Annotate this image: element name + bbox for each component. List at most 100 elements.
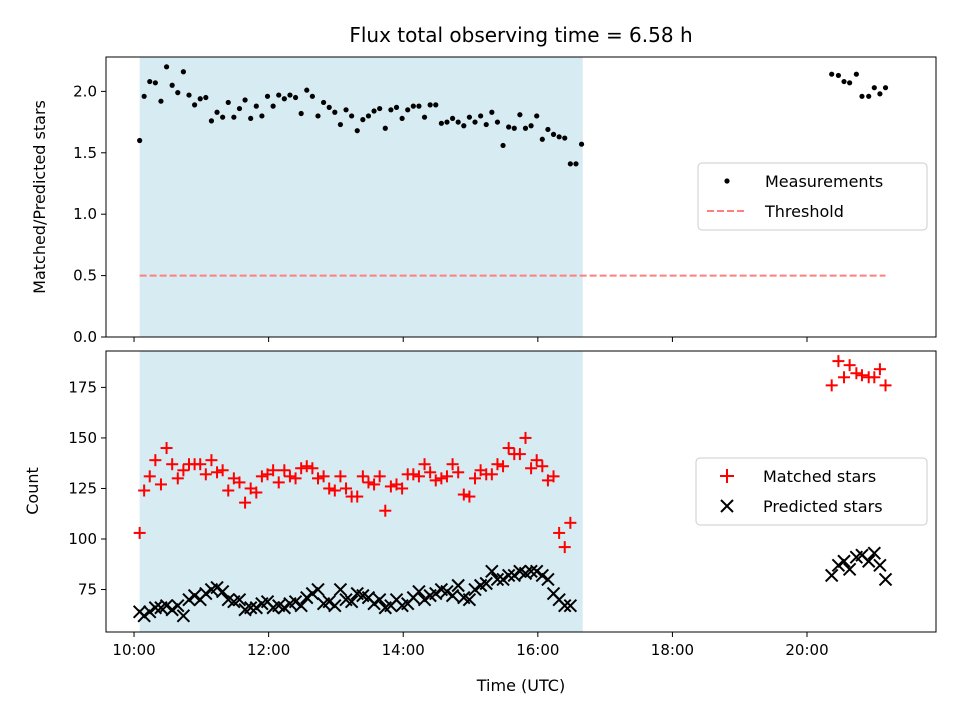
data-point <box>163 64 170 70</box>
data-point <box>435 472 448 485</box>
y-tick-label: 100 <box>68 530 97 548</box>
data-point <box>506 124 512 130</box>
data-point <box>525 462 538 475</box>
bottom-panel-frame <box>105 350 937 633</box>
y-tick-label: 150 <box>68 429 97 447</box>
data-point <box>368 478 381 491</box>
data-point <box>496 572 510 587</box>
data-point <box>309 93 315 99</box>
data-point <box>148 601 163 615</box>
data-point <box>305 586 320 601</box>
legend-predicted-marker <box>720 499 734 513</box>
data-point <box>832 355 845 368</box>
data-point <box>535 568 550 583</box>
data-point <box>277 601 292 615</box>
data-point <box>567 161 573 167</box>
top-plot-area <box>137 57 889 337</box>
data-point <box>396 482 409 495</box>
data-point <box>154 478 167 491</box>
chart-title: Flux total observing time = 6.58 h <box>349 23 692 47</box>
data-point <box>867 546 882 560</box>
data-point <box>563 599 578 613</box>
data-point <box>841 78 847 85</box>
data-point <box>501 568 516 583</box>
data-point <box>248 115 254 122</box>
data-point <box>323 482 336 495</box>
y-tick-label: 0.0 <box>73 328 97 346</box>
data-point <box>311 472 324 485</box>
data-point <box>243 601 258 615</box>
data-point <box>306 462 319 475</box>
data-point <box>578 141 585 147</box>
data-point <box>573 161 579 167</box>
data-point <box>866 93 872 99</box>
data-point <box>449 115 456 122</box>
top-panel-frame <box>105 56 937 338</box>
data-point <box>199 468 212 481</box>
y-tick-label: 1.5 <box>73 144 97 162</box>
data-point <box>311 582 325 597</box>
legend-predicted-label: Predicted stars <box>763 497 883 516</box>
data-point <box>421 114 428 120</box>
top-ylabel: Matched/Predicted stars <box>30 100 49 294</box>
data-point <box>180 69 186 75</box>
data-point <box>249 601 264 615</box>
data-point <box>479 576 493 591</box>
data-point <box>873 363 886 376</box>
data-point <box>539 136 545 142</box>
data-point <box>494 119 501 125</box>
data-point <box>417 592 432 607</box>
data-point <box>861 554 876 568</box>
data-point <box>388 107 394 113</box>
legend-measurements-marker <box>724 178 730 184</box>
data-point <box>232 592 247 607</box>
data-point <box>393 104 400 110</box>
data-point <box>203 94 209 101</box>
data-point <box>461 123 467 129</box>
data-point <box>534 113 540 119</box>
data-point <box>384 480 397 493</box>
data-point <box>372 592 387 607</box>
x-tick-label: 10:00 <box>112 641 155 659</box>
data-point <box>429 474 442 487</box>
data-point <box>270 103 276 109</box>
data-point <box>457 488 470 501</box>
data-point <box>553 526 566 539</box>
data-point <box>562 135 568 141</box>
data-point <box>444 119 450 125</box>
legend-matched-marker <box>720 469 734 483</box>
data-point <box>855 369 868 382</box>
series-measurements <box>137 64 889 167</box>
data-point <box>362 476 375 489</box>
data-point <box>382 125 388 131</box>
data-point <box>502 442 515 455</box>
data-point <box>177 464 190 477</box>
data-point <box>332 109 338 115</box>
data-point <box>344 594 359 609</box>
data-point <box>143 605 157 619</box>
data-point <box>175 90 181 96</box>
data-point <box>873 558 887 572</box>
data-point <box>868 371 881 384</box>
data-point <box>210 580 224 595</box>
data-point <box>222 484 235 497</box>
data-point <box>315 113 321 119</box>
data-point <box>166 458 179 471</box>
data-point <box>485 468 498 481</box>
data-point <box>187 588 202 603</box>
y-tick-label: 125 <box>68 479 97 497</box>
data-point <box>298 110 304 117</box>
data-point <box>427 102 433 108</box>
bottom-x-axis: 10:00 12:00 14:00 16:00 18:00 20:00 <box>112 632 829 659</box>
data-point <box>214 109 220 115</box>
data-point <box>859 93 865 99</box>
data-point <box>424 466 437 479</box>
data-point <box>879 379 892 392</box>
data-point <box>485 564 499 579</box>
data-point <box>416 103 422 109</box>
data-point <box>837 554 851 568</box>
data-point <box>197 96 203 102</box>
data-point <box>462 592 477 607</box>
data-point <box>141 93 147 99</box>
data-point <box>877 91 883 97</box>
